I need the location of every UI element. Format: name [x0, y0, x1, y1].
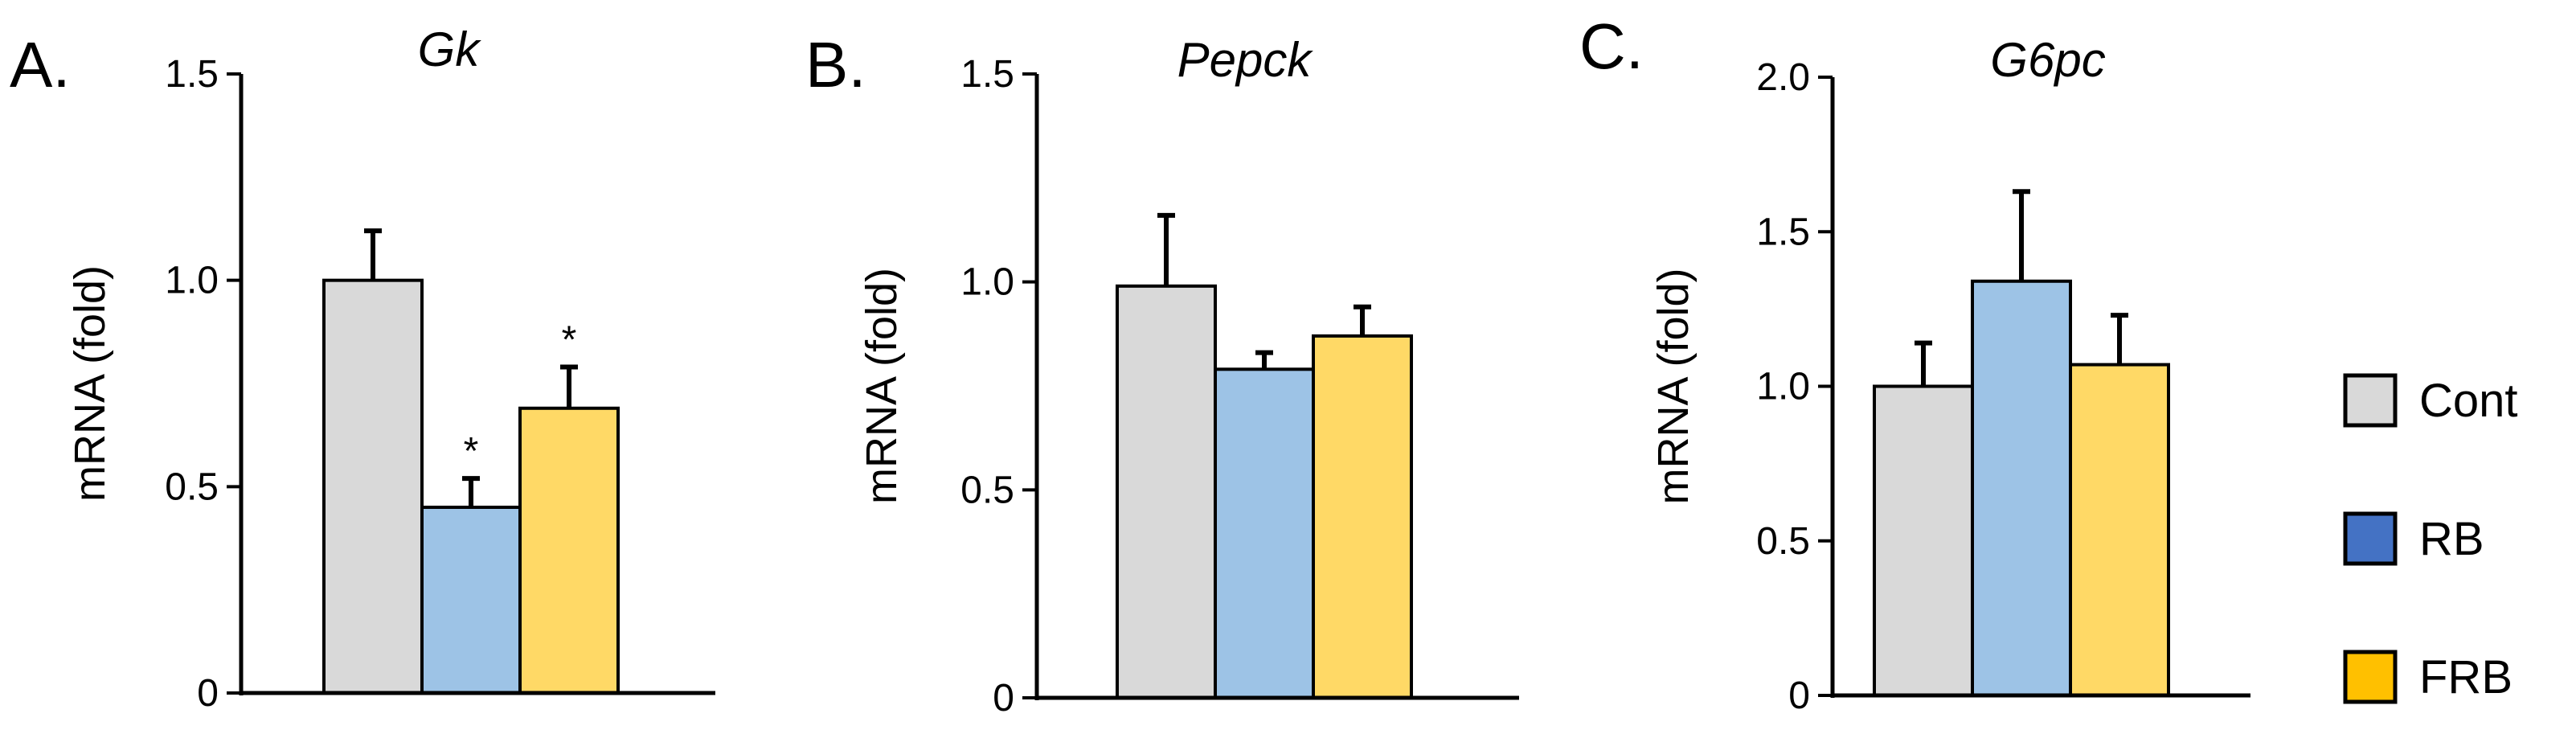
chart-panel-a-gk: A. Gk mRNA (fold) * * 0 0.5 1.0 1.5 [10, 23, 715, 715]
y-tick-label: 1.0 [165, 260, 219, 302]
legend-label-rb: RB [2419, 513, 2484, 565]
bar-cont [1874, 387, 1972, 696]
bar-cont [1117, 286, 1215, 698]
y-tick-label: 1.0 [1756, 366, 1810, 408]
chart-title: Gk [418, 23, 482, 76]
y-tick-label: 1.0 [960, 261, 1014, 304]
bar-rb [1215, 369, 1313, 698]
panels: A. Gk mRNA (fold) * * 0 0.5 1.0 1.5 B. Pepck mRNA (… [10, 10, 2250, 720]
significance-marker-rb: * [464, 430, 479, 473]
legend-swatch-frb [2345, 652, 2395, 702]
chart-title: G6pc [1990, 33, 2105, 87]
panel-letter: B. [805, 29, 866, 100]
y-axis-label: mRNA (fold) [858, 268, 906, 504]
y-tick-label: 0 [1788, 675, 1810, 717]
y-axis-label: mRNA (fold) [1649, 268, 1698, 504]
legend-swatch-cont [2345, 375, 2395, 425]
legend-swatch-rb [2345, 514, 2395, 564]
significance-marker-frb: * [562, 318, 577, 361]
y-axis-label: mRNA (fold) [66, 265, 114, 502]
bar-cont [324, 281, 422, 693]
bar-frb [1313, 336, 1411, 698]
figure: A. Gk mRNA (fold) * * 0 0.5 1.0 1.5 B. Pepck mRNA (… [0, 0, 2576, 734]
bar-frb [2070, 365, 2169, 695]
legend-label-frb: FRB [2419, 651, 2513, 703]
bar-rb [1972, 281, 2070, 695]
panel-letter: A. [10, 29, 71, 100]
bar-frb [520, 408, 618, 693]
y-tick-label: 0 [993, 677, 1014, 720]
chart-title: Pepck [1177, 33, 1314, 87]
y-tick-label: 2.0 [1756, 56, 1810, 99]
chart-panel-c-g6pc: C. G6pc mRNA (fold) 0 0.5 1.0 1.5 2.0 [1579, 10, 2250, 717]
legend: Cont RB FRB [2345, 375, 2518, 703]
chart-panel-b-pepck: B. Pepck mRNA (fold) 0 0.5 1.0 1.5 [805, 29, 1519, 720]
legend-label-cont: Cont [2419, 375, 2518, 427]
y-tick-label: 0.5 [1756, 520, 1810, 563]
panel-letter: C. [1579, 10, 1644, 82]
y-tick-label: 0.5 [165, 465, 219, 508]
y-tick-label: 0.5 [960, 469, 1014, 511]
y-tick-label: 0 [197, 672, 219, 715]
bar-rb [422, 507, 520, 693]
y-tick-label: 1.5 [165, 53, 219, 96]
y-tick-label: 1.5 [1756, 211, 1810, 253]
y-tick-label: 1.5 [960, 53, 1014, 96]
